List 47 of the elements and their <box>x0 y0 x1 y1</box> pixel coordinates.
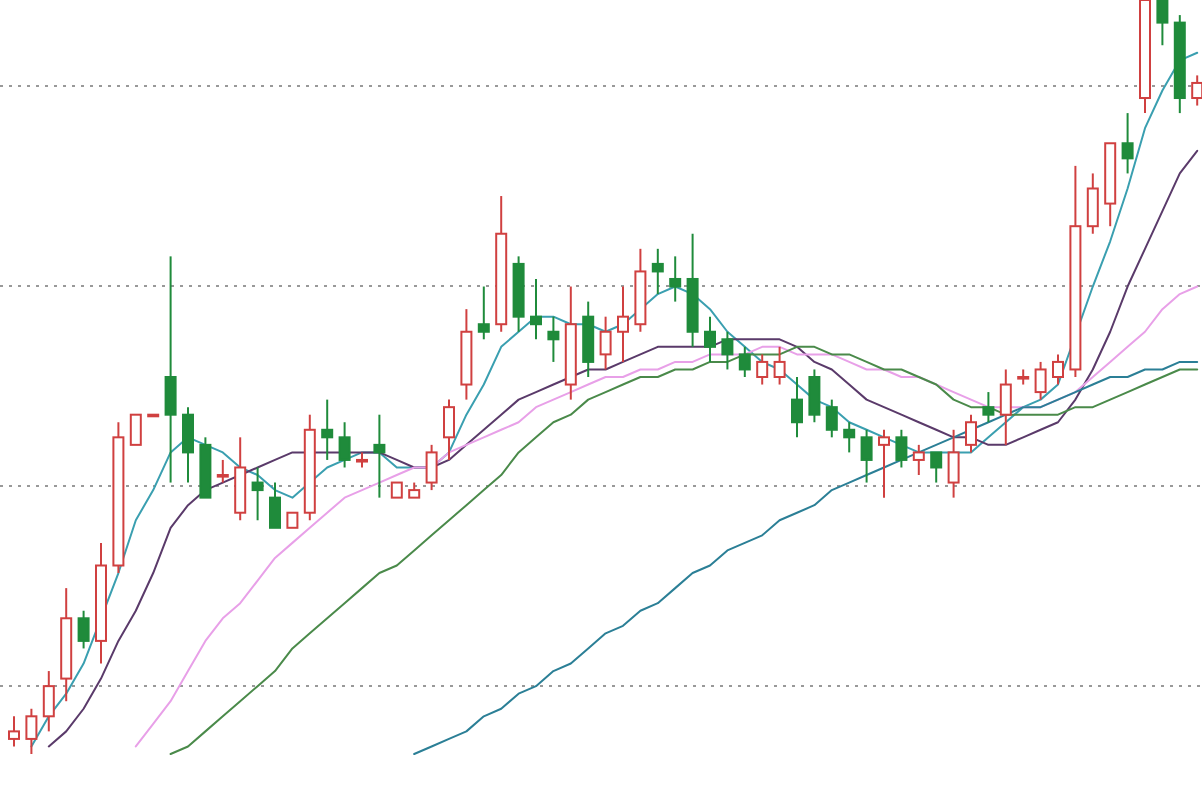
candlestick <box>373 413 386 499</box>
candlestick <box>669 255 682 303</box>
candlestick <box>982 391 995 424</box>
candlestick <box>617 285 629 363</box>
candlestick <box>878 428 890 499</box>
candlestick <box>651 247 664 296</box>
candlestick <box>947 428 960 499</box>
candlestick <box>599 315 612 371</box>
candlestick <box>860 428 873 484</box>
candlestick <box>582 300 595 378</box>
candlestick <box>77 609 90 650</box>
candlestick <box>808 368 821 424</box>
candlestick <box>756 353 769 386</box>
candlestick <box>182 406 194 484</box>
candlestick <box>843 421 856 454</box>
candlestick <box>895 428 908 469</box>
candlestick <box>738 345 751 378</box>
candlestick <box>1034 360 1047 401</box>
candlestick <box>1086 172 1099 235</box>
candlestick <box>164 255 177 484</box>
candlestick <box>1121 112 1134 175</box>
candlestick <box>773 345 786 386</box>
candlestick <box>251 466 264 522</box>
candlestick <box>269 481 281 529</box>
candlestick <box>965 413 977 454</box>
candlestick <box>1156 0 1169 47</box>
candlestick <box>825 398 838 439</box>
candlestick <box>321 398 334 461</box>
candlestick <box>129 413 142 446</box>
candlestick <box>547 315 560 363</box>
candlestick <box>721 330 734 371</box>
candlestick <box>25 707 38 755</box>
candlestick <box>912 443 925 477</box>
candlestick <box>8 715 20 748</box>
candlestick <box>216 458 229 484</box>
candlestick <box>930 451 943 484</box>
candlestick <box>999 368 1012 446</box>
candlestick <box>704 315 716 363</box>
candlestick <box>791 376 803 439</box>
candlestick <box>42 670 55 733</box>
candlestick <box>1052 353 1064 386</box>
candlestick <box>443 398 455 461</box>
candlestick <box>338 421 351 469</box>
candlestick <box>477 285 490 341</box>
candlestick <box>425 443 438 492</box>
candlestick <box>234 436 247 522</box>
candlestick <box>530 277 542 341</box>
